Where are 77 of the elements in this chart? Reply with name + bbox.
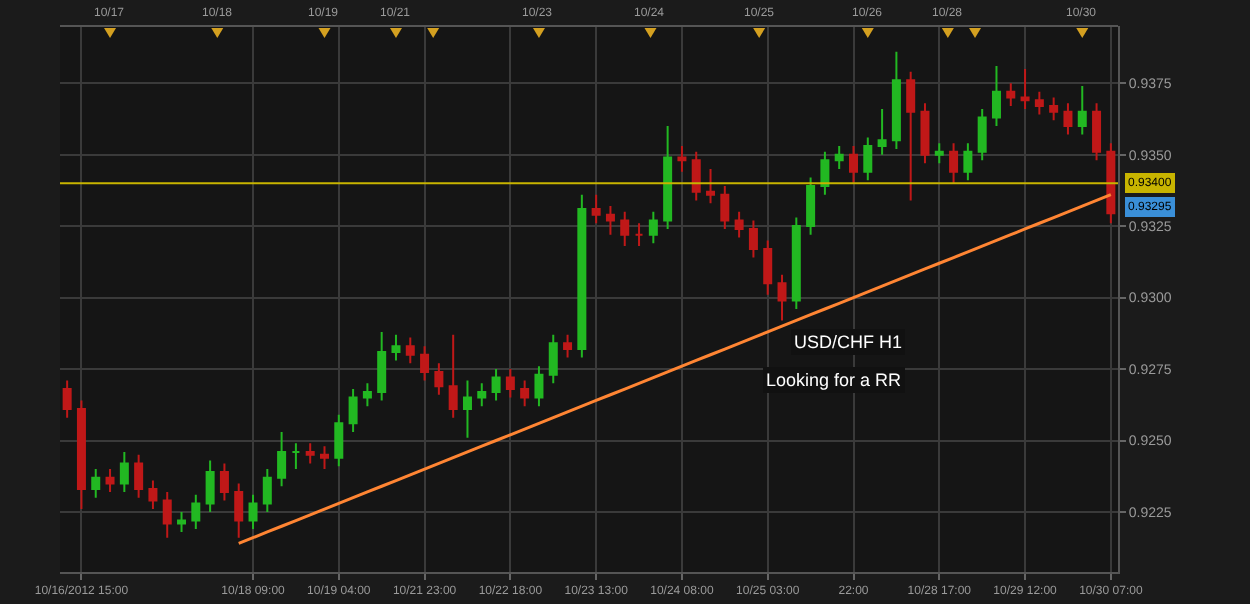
candlestick bbox=[320, 445, 329, 471]
candlestick bbox=[505, 368, 515, 399]
candlestick bbox=[548, 333, 558, 385]
candlestick bbox=[663, 125, 673, 230]
candlestick bbox=[906, 70, 916, 202]
candlestick bbox=[262, 468, 272, 513]
candlestick bbox=[105, 468, 115, 493]
line-series bbox=[237, 193, 1113, 545]
candlestick bbox=[420, 345, 430, 382]
candlestick bbox=[977, 107, 987, 162]
candlestick bbox=[520, 379, 530, 408]
candlestick bbox=[920, 102, 930, 165]
candlestick bbox=[434, 362, 444, 396]
candlestick bbox=[648, 210, 658, 245]
candlestick bbox=[1092, 102, 1102, 162]
candlestick bbox=[577, 193, 587, 359]
candlestick bbox=[734, 210, 744, 239]
candlestick bbox=[191, 493, 201, 531]
candlestick bbox=[219, 462, 229, 502]
candlestick bbox=[405, 336, 415, 365]
candlestick bbox=[377, 330, 387, 402]
candlestick bbox=[863, 136, 873, 182]
candlestick bbox=[91, 468, 101, 499]
candlestick bbox=[949, 142, 959, 185]
candlestick bbox=[791, 216, 801, 310]
candlestick bbox=[820, 150, 830, 196]
candlestick bbox=[305, 442, 315, 465]
candlestick bbox=[119, 450, 129, 493]
candlestick bbox=[448, 333, 458, 419]
candlestick bbox=[62, 379, 72, 419]
candlestick bbox=[334, 413, 344, 468]
candlestick bbox=[277, 430, 287, 488]
candlestick bbox=[391, 333, 401, 362]
candlestick bbox=[991, 65, 1001, 128]
candlestick bbox=[677, 145, 687, 173]
candlestick bbox=[720, 185, 730, 230]
candlestick bbox=[477, 382, 487, 408]
candlestick bbox=[634, 222, 644, 248]
candlestick bbox=[462, 379, 472, 439]
candlestick bbox=[291, 442, 301, 471]
candlestick bbox=[348, 388, 358, 433]
candlestick bbox=[1020, 67, 1030, 110]
candlestick bbox=[934, 142, 944, 165]
candlestick bbox=[177, 510, 187, 533]
candlestick bbox=[1063, 102, 1073, 136]
candlestick bbox=[234, 482, 244, 539]
candlestick bbox=[248, 493, 258, 531]
candlestick bbox=[563, 333, 573, 359]
candlestick bbox=[620, 210, 630, 248]
candlestick bbox=[205, 459, 215, 513]
candlestick bbox=[806, 176, 816, 236]
candlestick bbox=[834, 145, 844, 170]
candlestick bbox=[362, 382, 372, 408]
candlestick bbox=[763, 239, 773, 296]
annotation: USD/CHF H1 bbox=[794, 332, 903, 352]
candlestick bbox=[1077, 85, 1087, 136]
candlestick bbox=[1106, 142, 1116, 225]
candlestick bbox=[148, 479, 158, 511]
candlestick bbox=[963, 142, 973, 182]
candlestick bbox=[748, 219, 758, 259]
candlestick bbox=[591, 193, 601, 225]
candlestick bbox=[76, 399, 86, 511]
candlestick bbox=[1049, 96, 1059, 122]
candlestick bbox=[877, 107, 887, 156]
candlestick bbox=[162, 490, 172, 539]
candlestick bbox=[134, 453, 144, 499]
candlestick bbox=[1006, 82, 1016, 108]
candlestick bbox=[891, 50, 901, 150]
annotation: Looking for a RR bbox=[766, 370, 903, 390]
candlestick bbox=[491, 368, 501, 402]
candlestick bbox=[691, 150, 701, 202]
candlestick bbox=[534, 365, 544, 408]
candlestick bbox=[706, 167, 716, 205]
candlestick bbox=[1034, 90, 1044, 116]
candlestick bbox=[605, 205, 615, 236]
candlestick bbox=[849, 145, 858, 185]
candlestick bbox=[777, 273, 787, 322]
